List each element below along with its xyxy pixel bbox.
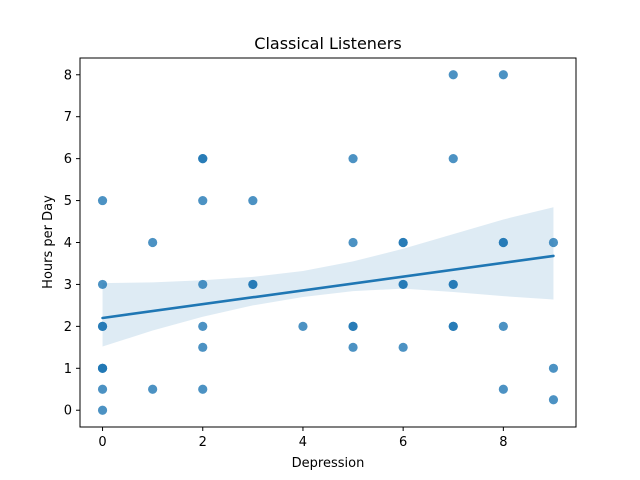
data-point	[498, 321, 508, 331]
data-point	[498, 70, 508, 80]
x-tick-label: 4	[299, 435, 307, 450]
data-point	[548, 363, 559, 373]
x-axis-ticks: 0 2 4 6 8	[98, 427, 507, 450]
data-point	[148, 384, 158, 394]
data-point	[398, 237, 408, 248]
data-point	[97, 405, 108, 415]
data-point	[198, 342, 208, 352]
data-point	[498, 384, 508, 394]
data-point	[198, 384, 208, 394]
data-point	[448, 70, 458, 80]
data-point	[348, 154, 358, 164]
data-point	[97, 195, 108, 206]
data-point	[548, 395, 559, 405]
data-point	[97, 321, 108, 331]
x-axis-label: Depression	[292, 456, 365, 471]
data-point	[348, 342, 358, 352]
data-point	[198, 154, 208, 164]
data-point	[348, 237, 358, 248]
data-point	[248, 195, 258, 206]
chart-title: Classical Listeners	[254, 34, 401, 53]
y-tick-label: 8	[64, 68, 72, 83]
y-tick-label: 6	[64, 152, 72, 167]
data-point	[448, 321, 458, 331]
data-point	[198, 321, 208, 331]
y-axis-label: Hours per Day	[41, 195, 56, 289]
x-tick-label: 0	[98, 435, 106, 450]
data-point	[97, 384, 108, 394]
data-point	[498, 237, 508, 248]
y-tick-label: 0	[64, 404, 72, 419]
data-point	[148, 237, 158, 248]
data-point	[97, 363, 108, 373]
confidence-band-layer	[102, 207, 554, 347]
x-tick-label: 8	[499, 435, 507, 450]
scatter-points-layer	[97, 70, 559, 415]
y-tick-label: 1	[64, 362, 72, 377]
regression-line-layer	[101, 254, 555, 320]
y-tick-label: 7	[64, 110, 72, 125]
y-tick-label: 5	[64, 194, 72, 209]
data-point	[448, 279, 458, 290]
x-tick-label: 6	[399, 435, 407, 450]
data-point	[97, 279, 108, 290]
data-point	[198, 195, 208, 206]
y-axis-ticks: 0 1 2 3 4 5 6 7 8	[64, 68, 80, 419]
y-tick-label: 3	[64, 278, 72, 293]
data-point	[348, 321, 358, 331]
data-point	[198, 279, 208, 290]
y-tick-label: 4	[64, 236, 72, 251]
data-point	[448, 154, 458, 164]
data-point	[398, 279, 408, 290]
regression-line	[101, 254, 555, 320]
y-tick-label: 2	[64, 320, 72, 335]
data-point	[548, 237, 559, 248]
confidence-band	[102, 207, 554, 347]
data-point	[298, 321, 308, 331]
data-point	[248, 279, 258, 290]
x-tick-label: 2	[199, 435, 207, 450]
data-point	[398, 342, 408, 352]
